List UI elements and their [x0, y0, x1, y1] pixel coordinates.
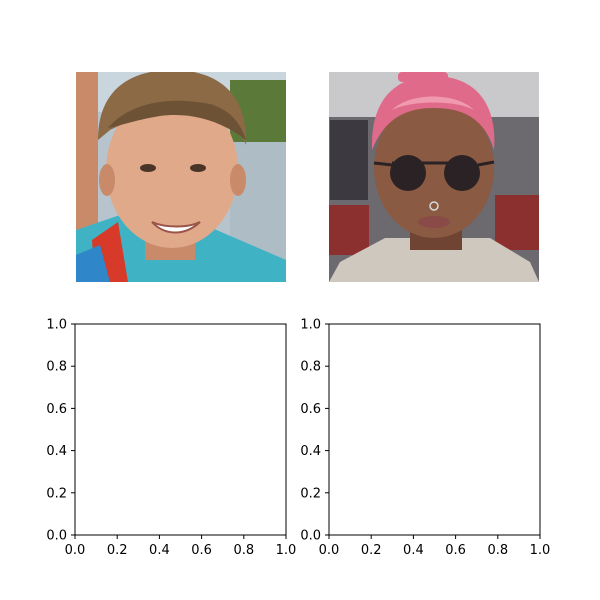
portrait-image-2 — [329, 72, 539, 282]
axes-1-xtick-label-3: 0.6 — [191, 543, 212, 558]
axes-2-ytick-label-2: 0.4 — [300, 444, 321, 459]
axes-2-xtick-label-0: 0.0 — [319, 543, 340, 558]
image-2-glasses-left-arm — [373, 161, 393, 167]
image-2-face — [374, 98, 494, 238]
image-2-glasses-right-arm — [477, 160, 495, 167]
portrait-image-1 — [76, 72, 286, 282]
axes-2-xtick-label-1: 0.2 — [361, 543, 382, 558]
axes-1-ytick-label-1: 0.2 — [46, 486, 67, 501]
axes-2-ytick-label-1: 0.2 — [300, 486, 321, 501]
axes-2: 0.0 0.2 0.4 0.6 0.8 1.0 0.0 0.2 0.4 0.6 0.8 1.0 — [300, 318, 550, 559]
axes-1-xtick-label-1: 0.2 — [107, 543, 128, 558]
image-2-background-red-left — [329, 205, 369, 255]
axes-1-ytick-label-5: 1.0 — [46, 318, 67, 333]
image-2-nose-ring — [429, 201, 439, 211]
image-2-hair-bun — [398, 72, 448, 82]
axes-2-xtick-label-5: 1.0 — [530, 543, 551, 558]
axes-2-frame — [328, 323, 541, 536]
image-1-hair-fringe — [108, 100, 246, 140]
axes-1-ytick-label-0: 0.0 — [46, 529, 67, 544]
axes-1-yticks: 0.0 0.2 0.4 0.6 0.8 1.0 — [46, 318, 75, 544]
image-2-top — [329, 238, 539, 282]
axes-2-xtick-label-3: 0.6 — [445, 543, 466, 558]
axes-1: 0.0 0.2 0.4 0.6 0.8 1.0 0.0 0.2 0.4 0.6 0.8 1.0 — [46, 318, 296, 559]
axes-2-yticks: 0.0 0.2 0.4 0.6 0.8 1.0 — [300, 318, 329, 544]
image-1-left-eye — [140, 164, 156, 172]
axes-1-xtick-label-5: 1.0 — [276, 543, 297, 558]
image-2-lips — [418, 216, 450, 228]
axes-1-ytick-label-2: 0.4 — [46, 444, 67, 459]
axes-1-xticks: 0.0 0.2 0.4 0.6 0.8 1.0 — [65, 535, 297, 558]
image-1-right-ear — [230, 164, 246, 196]
axes-2-ytick-label-3: 0.6 — [300, 402, 321, 417]
image-2-glasses-right-lens — [444, 155, 480, 191]
axes-2-xtick-label-4: 0.8 — [487, 543, 508, 558]
image-2-background-red-right — [495, 195, 539, 250]
axes-1-xtick-label-2: 0.4 — [149, 543, 170, 558]
axes-1-ytick-label-3: 0.6 — [46, 402, 67, 417]
image-2-hair-highlight — [392, 96, 474, 110]
axes-1-ytick-label-4: 0.8 — [46, 360, 67, 375]
axes-2-ytick-label-5: 1.0 — [300, 318, 321, 333]
axes-2-ytick-label-4: 0.8 — [300, 360, 321, 375]
axes-1-xtick-label-0: 0.0 — [65, 543, 86, 558]
axes-1-xtick-label-4: 0.8 — [233, 543, 254, 558]
image-1-face — [106, 92, 238, 248]
image-2-hair — [371, 76, 495, 150]
image-1-left-ear — [99, 164, 115, 196]
image-1-right-eye — [190, 164, 206, 172]
axes-2-xtick-label-2: 0.4 — [403, 543, 424, 558]
image-2-background-dark — [330, 120, 368, 200]
image-1-shirt-pattern — [76, 245, 110, 282]
image-2-glasses-left-lens — [390, 155, 426, 191]
axes-2-ytick-label-0: 0.0 — [300, 529, 321, 544]
axes-2-xticks: 0.0 0.2 0.4 0.6 0.8 1.0 — [319, 535, 551, 558]
image-1-left-person — [76, 72, 98, 232]
image-1-smile — [151, 221, 201, 234]
axes-1-frame — [74, 323, 287, 536]
